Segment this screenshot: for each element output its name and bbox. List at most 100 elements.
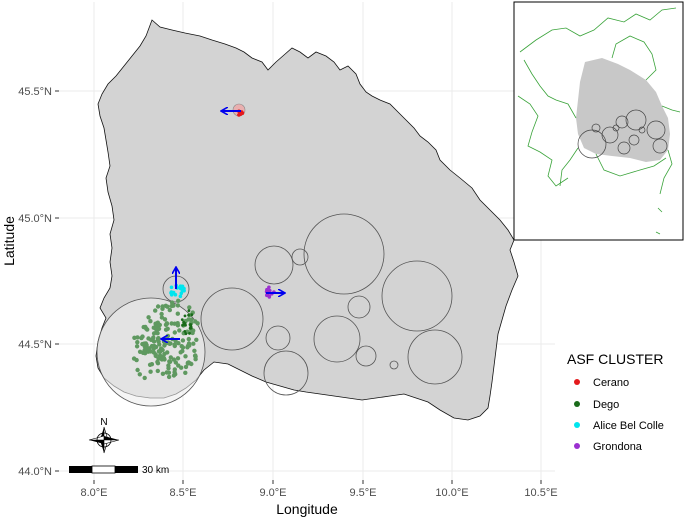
dego-point — [167, 307, 172, 313]
y-tick-label: 45.0°N — [18, 213, 52, 225]
x-tick-label: 9.5°E — [349, 487, 376, 499]
dego-point — [151, 339, 157, 344]
dego-point — [142, 341, 147, 346]
dego-point — [180, 345, 186, 350]
dego-point — [180, 338, 186, 343]
dego-point — [151, 331, 157, 336]
inset-buffer-circles — [577, 109, 668, 159]
dego-point — [183, 314, 187, 318]
cerano-point — [240, 111, 245, 115]
y-tick-label: 44.5°N — [18, 339, 52, 351]
dego-point — [175, 356, 181, 361]
alice-bel-colle-point — [178, 294, 183, 299]
inset-boundaries — [517, 7, 681, 235]
dego-point — [149, 343, 155, 349]
dego-point — [153, 344, 159, 350]
dego-point — [176, 298, 181, 303]
dego-point — [191, 341, 196, 346]
scale-bar: 30 km — [69, 465, 169, 476]
dego-point — [155, 304, 161, 309]
x-tick-label: 8.5°E — [169, 487, 196, 499]
legend-label-cerano: Cerano — [593, 377, 629, 389]
dego-point — [159, 315, 165, 320]
buffer-circles — [162, 213, 463, 396]
y-axis-title: Latitude — [1, 216, 17, 266]
dego-point — [146, 315, 151, 320]
dego-point — [188, 332, 191, 335]
dego-point — [135, 340, 140, 345]
legend-marker-grondona — [574, 443, 580, 449]
buffer-circle — [263, 350, 309, 396]
dego-point — [194, 337, 199, 342]
dego-point — [140, 334, 145, 339]
dego-point — [132, 335, 137, 340]
buffer-circle — [254, 245, 294, 285]
dego-point — [175, 321, 180, 326]
dego-point — [164, 321, 170, 326]
dego-point — [191, 328, 196, 333]
dego-point — [165, 304, 170, 309]
dego-point — [186, 336, 191, 342]
dego-point — [172, 367, 177, 372]
dego-point — [175, 303, 181, 308]
dego-point — [156, 326, 162, 331]
dego-point — [161, 355, 167, 361]
buffer-circle — [389, 360, 399, 370]
buffer-circle — [200, 287, 264, 351]
dego-point — [163, 327, 169, 332]
dego-point — [180, 318, 184, 321]
dego-point — [179, 365, 184, 370]
buffer-circle — [347, 295, 371, 319]
x-tick-label: 10.5°E — [524, 487, 557, 499]
dego-point — [137, 372, 142, 377]
dego-point — [169, 300, 175, 305]
dego-point — [183, 364, 189, 370]
alice-bel-colle-point — [173, 292, 178, 297]
dego-point — [183, 330, 187, 333]
legend-label-grondona: Grondona — [593, 441, 643, 453]
alice-bel-colle-point — [169, 293, 174, 297]
dego-point — [193, 357, 198, 362]
scale-bar-label: 30 km — [142, 465, 169, 476]
x-tick-label: 10.0°E — [435, 487, 468, 499]
dego-point — [142, 348, 147, 353]
legend-label-dego: Dego — [593, 399, 619, 411]
dego-point — [193, 353, 198, 358]
dego-point — [148, 349, 153, 354]
dego-point — [176, 341, 181, 346]
buffer-circle — [407, 329, 463, 385]
dego-point — [153, 308, 158, 313]
dego-point — [192, 348, 197, 353]
alice-bel-colle-point — [169, 285, 174, 290]
dego-point — [189, 326, 193, 330]
dego-point — [168, 355, 173, 360]
dego-points — [131, 298, 200, 381]
dego-point — [175, 311, 180, 316]
north-arrow: N — [88, 417, 120, 454]
dego-point — [178, 350, 183, 355]
dego-point — [190, 313, 194, 317]
dego-point — [187, 313, 191, 317]
buffer-circle — [291, 248, 309, 266]
dego-point — [155, 359, 160, 365]
dego-point — [186, 341, 192, 346]
dego-point — [172, 330, 177, 335]
legend: ASF CLUSTER Cerano Dego Alice Bel Colle … — [567, 351, 664, 453]
grondona-point — [267, 285, 271, 290]
grondona-point — [267, 294, 272, 299]
dego-point — [146, 336, 151, 341]
dego-point — [184, 332, 188, 336]
dego-point — [177, 328, 182, 333]
axis-ticks — [55, 90, 542, 484]
x-tick-label: 8.0°E — [80, 487, 107, 499]
dego-point — [167, 359, 172, 364]
dego-point — [142, 375, 147, 381]
legend-label-alice-bel-colle: Alice Bel Colle — [593, 420, 664, 432]
dego-point — [134, 357, 139, 363]
buffer-circle — [355, 345, 377, 367]
dego-point — [156, 349, 162, 354]
dego-point — [181, 323, 185, 327]
dego-point — [166, 370, 172, 375]
movement-arrows — [162, 111, 284, 339]
